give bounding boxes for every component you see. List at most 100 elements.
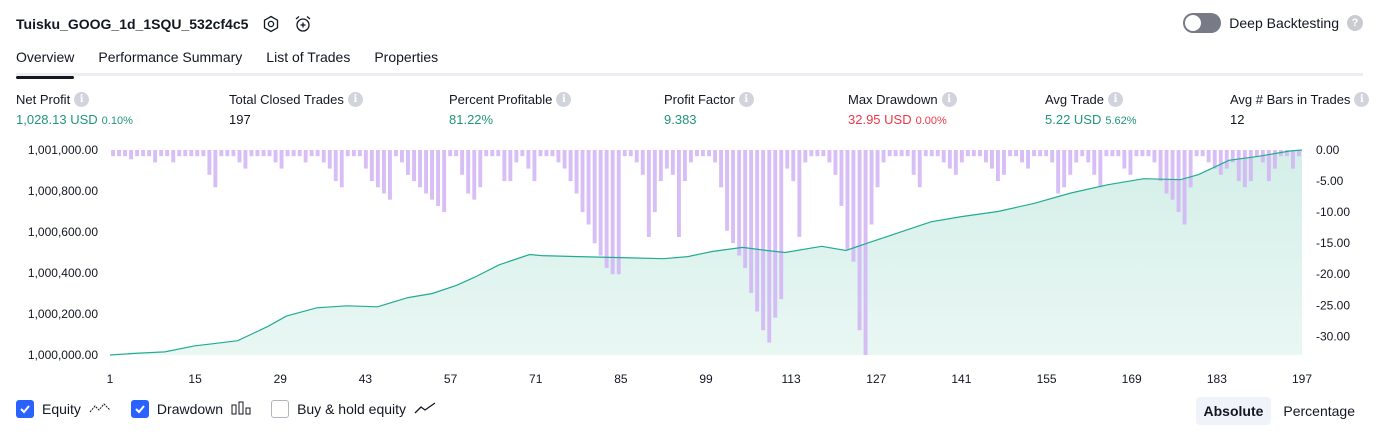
drawdown-bar	[171, 150, 175, 162]
settings-icon[interactable]	[262, 15, 280, 33]
metric-value: 5.22 USD	[1045, 112, 1101, 127]
drawdown-bar	[1080, 150, 1084, 156]
x-axis-tick-label: 71	[529, 372, 543, 386]
drawdown-bar	[593, 150, 597, 243]
drawdown-bar	[1165, 150, 1169, 194]
legend-drawdown[interactable]: Drawdown	[131, 400, 251, 418]
drawdown-bar	[852, 150, 856, 262]
x-axis-tick-label: 197	[1292, 372, 1312, 386]
x-axis-tick-label: 57	[444, 372, 458, 386]
drawdown-bar	[1116, 150, 1120, 156]
drawdown-bar	[701, 150, 705, 156]
drawdown-bar	[719, 150, 723, 187]
drawdown-bar	[1056, 150, 1060, 194]
legend-buy-hold[interactable]: Buy & hold equity	[271, 400, 436, 418]
metric-avg-trade: Avg Trade i 5.22 USD 5.62%	[1045, 92, 1137, 127]
metric-profit-factor: Profit Factor i 9.383	[664, 92, 754, 127]
right-axis-tick-label: 0.00	[1316, 143, 1340, 157]
legend-equity[interactable]: Equity	[16, 400, 111, 418]
x-axis-tick-label: 127	[866, 372, 886, 386]
info-icon[interactable]: i	[348, 92, 363, 107]
drawdown-bar	[563, 150, 567, 169]
drawdown-bar	[671, 150, 675, 175]
info-icon[interactable]: i	[739, 92, 754, 107]
drawdown-bar	[954, 150, 958, 175]
drawdown-bar	[123, 150, 127, 156]
info-icon[interactable]: i	[1354, 92, 1369, 107]
legend-drawdown-label: Drawdown	[157, 401, 223, 417]
drawdown-bar	[713, 150, 717, 162]
info-icon[interactable]: i	[74, 92, 89, 107]
drawdown-bar	[1110, 150, 1114, 156]
drawdown-bar	[635, 150, 639, 162]
drawdown-bar	[936, 150, 940, 156]
drawdown-bar	[207, 150, 211, 175]
drawdown-bar	[1002, 150, 1006, 175]
drawdown-bar	[165, 150, 169, 156]
strategy-header: Tuisku_GOOG_1d_1SQU_532cf4c5	[16, 12, 312, 36]
drawdown-bar	[1237, 150, 1241, 181]
tab-performance-summary[interactable]: Performance Summary	[98, 46, 242, 76]
left-axis-tick-label: 1,001,000.00	[28, 143, 98, 157]
drawdown-bar	[1243, 150, 1247, 187]
drawdown-bar	[328, 150, 332, 169]
right-axis-tick-label: -30.00	[1316, 329, 1350, 343]
drawdown-bar	[159, 150, 163, 156]
metric-value: 9.383	[664, 112, 697, 127]
drawdown-bar	[213, 150, 217, 187]
tab-properties[interactable]: Properties	[374, 46, 438, 76]
drawdown-bar	[876, 150, 880, 187]
drawdown-bar	[274, 150, 278, 162]
drawdown-bar	[442, 150, 446, 212]
absolute-button[interactable]: Absolute	[1196, 397, 1272, 425]
tab-overview[interactable]: Overview	[16, 46, 74, 76]
percentage-button[interactable]: Percentage	[1275, 397, 1363, 425]
drawdown-bar	[472, 150, 476, 200]
drawdown-bar	[117, 150, 121, 156]
drawdown-bar	[346, 150, 350, 156]
metric-label: Avg Trade	[1045, 92, 1104, 107]
drawdown-bar	[1159, 150, 1163, 181]
buy-hold-checkbox[interactable]	[271, 400, 289, 418]
tab-list-of-trades[interactable]: List of Trades	[266, 46, 350, 76]
metric-value: 12	[1230, 112, 1244, 127]
drawdown-bar	[526, 150, 530, 169]
deep-backtesting-toggle[interactable]	[1183, 13, 1221, 33]
strategy-name: Tuisku_GOOG_1d_1SQU_532cf4c5	[16, 16, 248, 32]
drawdown-bar	[834, 150, 838, 175]
drawdown-bar	[599, 150, 603, 256]
drawdown-bar	[545, 150, 549, 156]
x-axis-tick-label: 141	[951, 372, 971, 386]
drawdown-bar	[918, 150, 922, 187]
drawdown-bar	[1122, 150, 1126, 169]
drawdown-bar	[424, 150, 428, 194]
metric-value: 197	[229, 112, 251, 127]
drawdown-bar	[1141, 150, 1145, 156]
equity-drawdown-chart[interactable]: 1,000,000.00 1,000,200.00 1,000,400.00 1,00…	[0, 140, 1379, 390]
legend-equity-label: Equity	[42, 401, 81, 417]
drawdown-checkbox[interactable]	[131, 400, 149, 418]
drawdown-bar	[1249, 150, 1253, 181]
drawdown-bar	[250, 150, 254, 156]
equity-checkbox[interactable]	[16, 400, 34, 418]
right-axis-tick-label: -5.00	[1316, 174, 1344, 188]
metric-label: Percent Profitable	[449, 92, 552, 107]
drawdown-bar	[617, 150, 621, 274]
drawdown-bar	[972, 150, 976, 156]
info-icon[interactable]: i	[942, 92, 957, 107]
drawdown-bar	[141, 150, 145, 156]
info-icon[interactable]: i	[1108, 92, 1123, 107]
equity-line-icon	[89, 401, 111, 418]
info-icon[interactable]: i	[556, 92, 571, 107]
add-alert-icon[interactable]	[294, 15, 312, 33]
drawdown-bars-icon	[231, 401, 251, 418]
x-axis-tick-label: 99	[699, 372, 713, 386]
help-icon[interactable]: ?	[1347, 15, 1363, 31]
drawdown-bar	[1219, 150, 1223, 175]
drawdown-bar	[394, 150, 398, 156]
x-axis-tick-label: 15	[188, 372, 202, 386]
metric-label: Max Drawdown	[848, 92, 938, 107]
drawdown-bar	[1038, 150, 1042, 156]
metric-value: 81.22%	[449, 112, 493, 127]
drawdown-bar	[1050, 150, 1054, 162]
